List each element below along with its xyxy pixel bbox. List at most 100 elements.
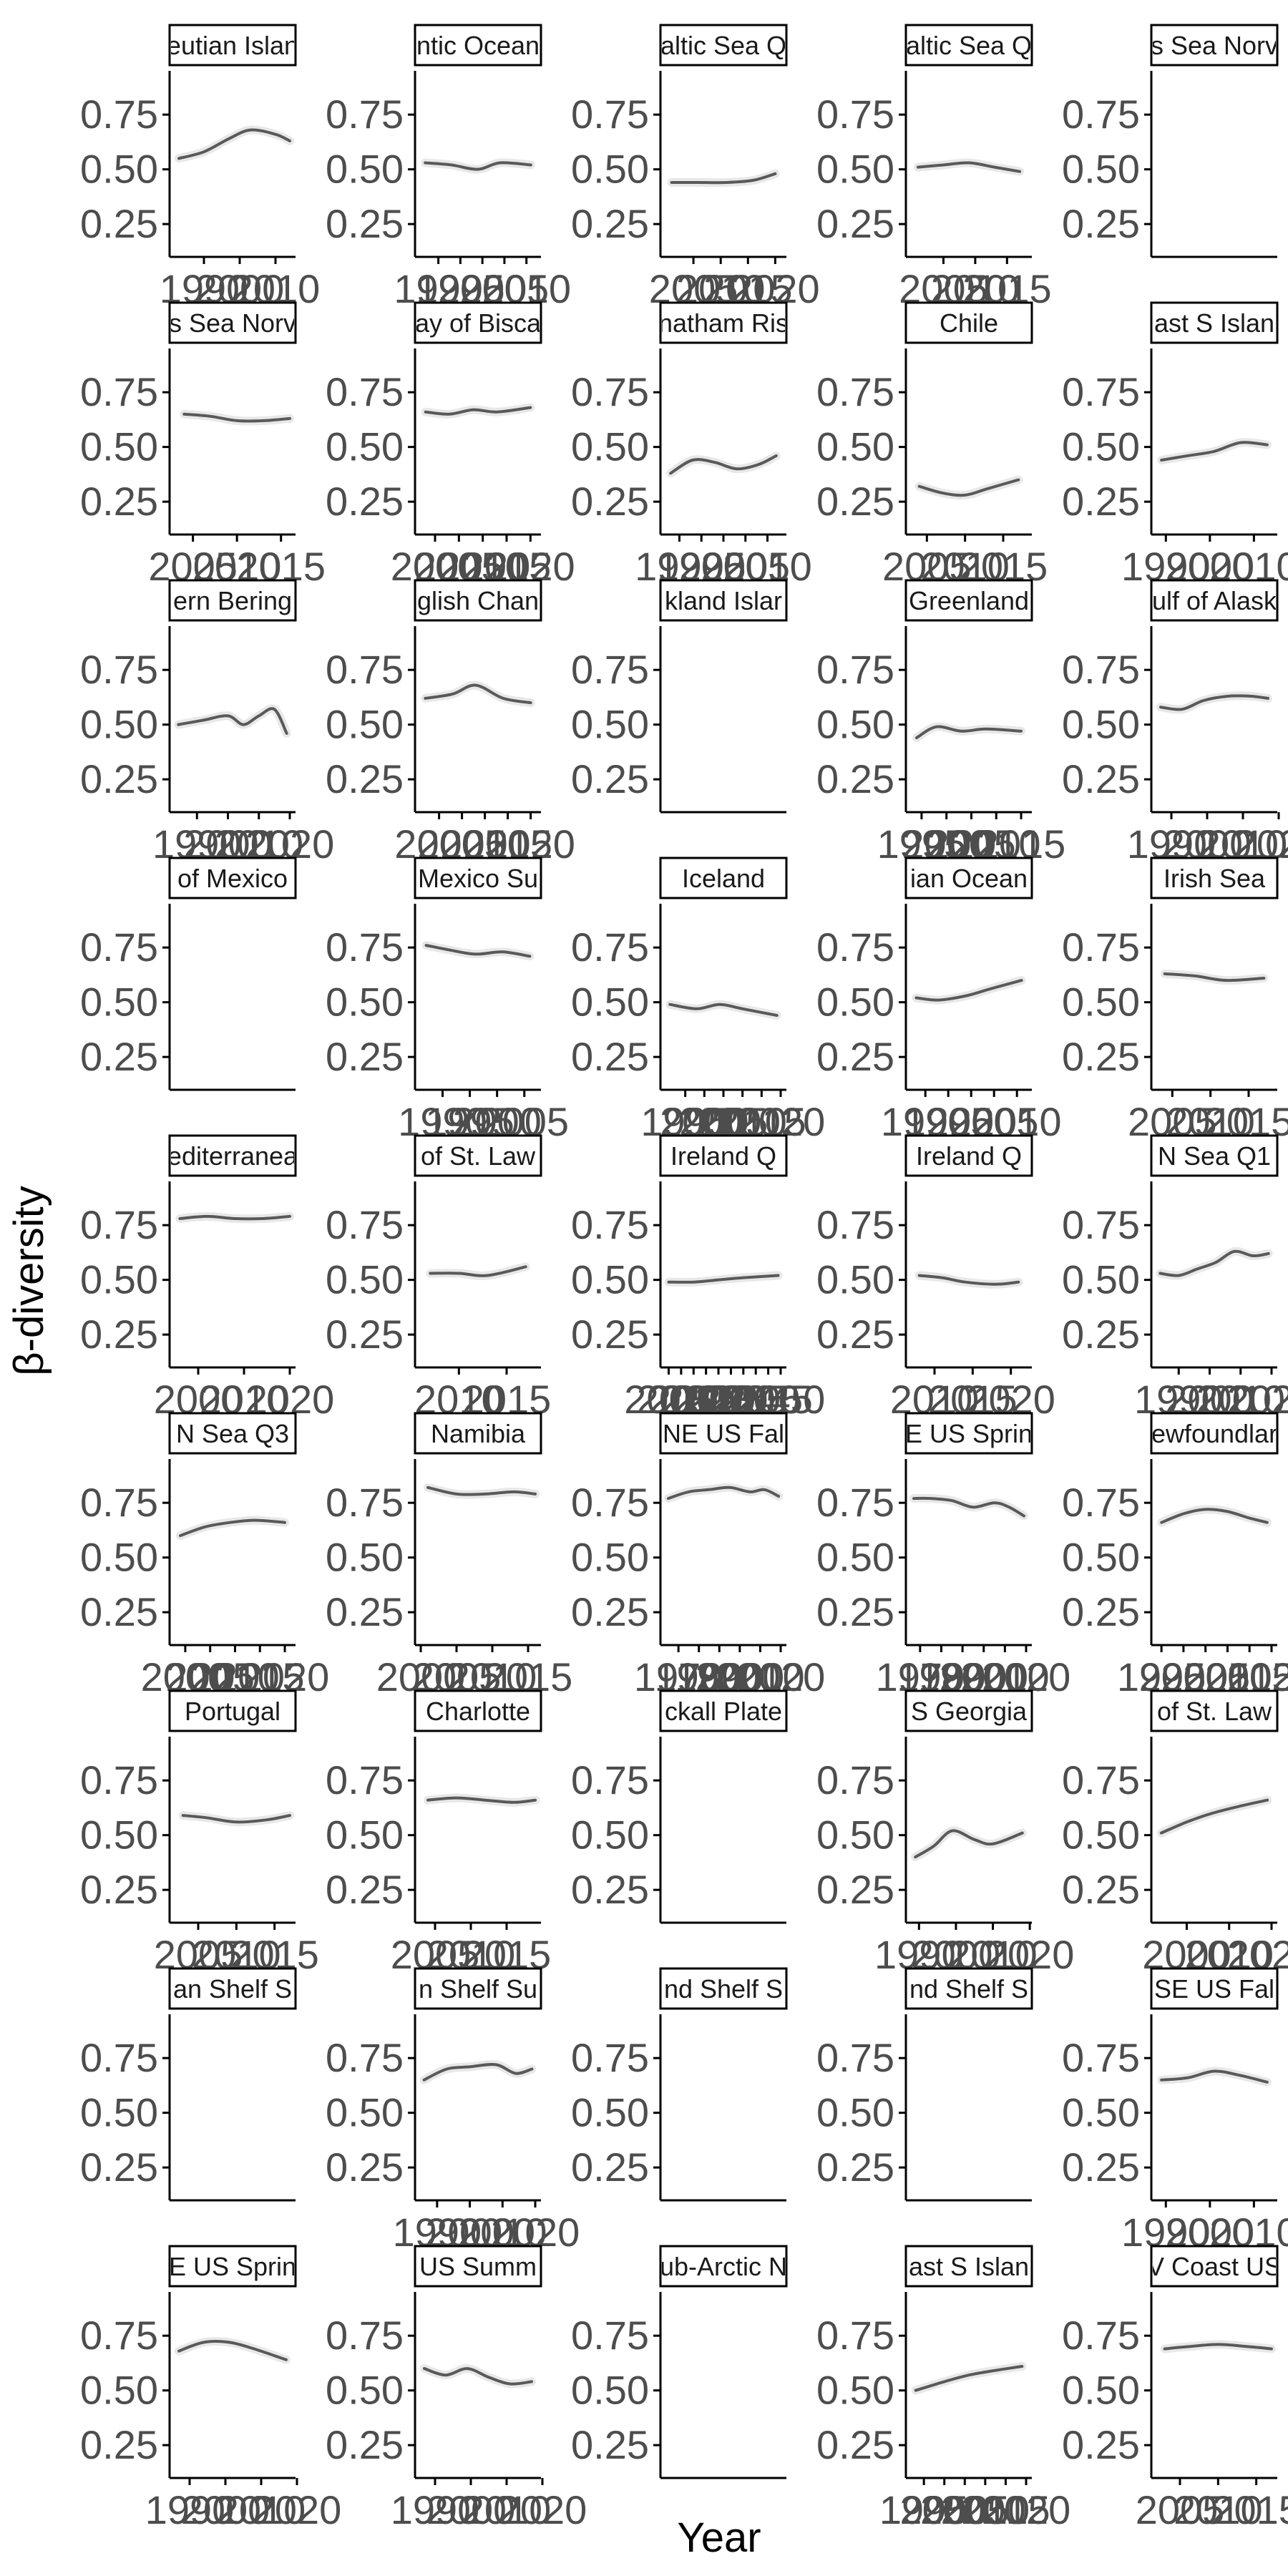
y-tick-label: 0.50	[816, 1257, 894, 1302]
y-tick-label: 0.25	[571, 2422, 649, 2467]
y-tick-label: 0.50	[816, 702, 894, 747]
y-tick-label: 0.25	[80, 756, 158, 801]
y-tick-label: 0.50	[816, 980, 894, 1025]
x-tick-label: 2020	[982, 2487, 1071, 2532]
trend-line	[424, 944, 532, 958]
trend-line	[424, 161, 532, 171]
facet-strip-label: of St. Law	[421, 1141, 536, 1171]
y-tick-label: 0.50	[1062, 1257, 1140, 1302]
y-tick-label: 0.75	[80, 647, 158, 692]
y-tick-label: 0.25	[1062, 1867, 1140, 1912]
y-tick-label: 0.50	[1062, 1535, 1140, 1580]
trend-line	[429, 1265, 527, 1277]
facet-strip	[414, 24, 542, 67]
y-tick-label: 0.50	[80, 702, 158, 747]
x-tick-label: 2000	[899, 2487, 989, 2532]
y-tick-label: 0.25	[571, 756, 649, 801]
facet-strip	[168, 2245, 297, 2288]
y-tick-label: 0.25	[571, 1312, 649, 1357]
y-tick-label: 0.50	[1062, 702, 1140, 747]
y-tick-label: 0.75	[571, 2035, 649, 2080]
facet-strip-label: s Sea Norv	[169, 308, 296, 338]
y-tick-label: 0.50	[80, 1813, 158, 1858]
trend-line	[177, 128, 291, 160]
facet-strip	[168, 1967, 297, 2010]
confidence-ribbon	[914, 475, 1023, 500]
trend-line	[914, 979, 1023, 1002]
y-tick-label: 0.50	[80, 424, 158, 469]
y-tick-label: 0.50	[1062, 2368, 1140, 2413]
facet-strip-label: glish Chan	[417, 586, 539, 615]
y-tick-label: 0.25	[80, 1034, 158, 1079]
facet-strip	[414, 579, 542, 622]
facet-strip	[1150, 2245, 1279, 2288]
x-tick-label: 1990	[391, 2487, 480, 2532]
y-tick-label: 0.25	[80, 1312, 158, 1357]
trend-line	[177, 2340, 288, 2361]
y-tick-label: 0.50	[80, 147, 158, 192]
facet-strip	[168, 1412, 297, 1455]
y-tick-label: 0.75	[1062, 1757, 1140, 1802]
facet-strip	[168, 579, 297, 622]
facet-strip	[659, 301, 788, 344]
y-tick-label: 0.25	[571, 1589, 649, 1634]
x-tick-label: 2005	[920, 2487, 1010, 2532]
facet-strip	[414, 301, 542, 344]
y-tick-label: 0.25	[326, 2145, 404, 2190]
y-tick-label: 0.50	[571, 147, 649, 192]
x-tick-label: 2020	[253, 2487, 342, 2532]
facet-strip-label: Chile	[940, 308, 998, 338]
y-tick-label: 0.25	[1062, 201, 1140, 246]
y-tick-label: 0.50	[326, 702, 404, 747]
facet-strip-label: ay of Bisca	[415, 308, 542, 338]
y-tick-label: 0.50	[80, 2368, 158, 2413]
facet-strip	[414, 2245, 542, 2288]
facet-strip-label: Ireland Q	[916, 1141, 1022, 1171]
facet-panel: natham Ris0.250.500.75199019952000200520…	[571, 301, 812, 589]
facet-strip-label: s Sea Norv	[1151, 31, 1278, 60]
trend-line	[914, 2365, 1024, 2392]
facet-strip-label: E US Sprin	[169, 2252, 296, 2281]
y-tick-label: 0.25	[80, 1867, 158, 1912]
trend-line	[1160, 2069, 1269, 2084]
facet-strip-label: nd Shelf S	[909, 1974, 1028, 2004]
trend-line	[1160, 1508, 1269, 1524]
y-tick-label: 0.25	[326, 1589, 404, 1634]
facet-strip	[904, 579, 1033, 622]
facet-strip-label: E US Sprin	[905, 1419, 1033, 1448]
y-tick-label: 0.75	[1062, 369, 1140, 414]
y-tick-label: 0.25	[326, 201, 404, 246]
y-tick-label: 0.75	[816, 1480, 894, 1525]
trend-line	[181, 1814, 291, 1824]
trend-line	[1159, 1798, 1269, 1835]
trend-line	[1163, 972, 1266, 982]
trend-line	[1159, 694, 1269, 711]
facet-strip-label: altic Sea Q	[906, 31, 1032, 60]
facet-strip-label: Namibia	[431, 1419, 526, 1448]
facet-strip	[168, 1134, 297, 1177]
y-tick-label: 0.25	[326, 2422, 404, 2467]
y-tick-label: 0.75	[816, 2035, 894, 2080]
facet-strip	[659, 579, 788, 622]
facet-strip	[414, 1134, 542, 1177]
y-tick-label: 0.50	[1062, 1813, 1140, 1858]
y-tick-label: 0.75	[1062, 1202, 1140, 1247]
y-tick-label: 0.25	[1062, 2422, 1140, 2467]
y-tick-label: 0.25	[1062, 1589, 1140, 1634]
y-tick-label: 0.50	[326, 980, 404, 1025]
y-tick-label: 0.25	[80, 2422, 158, 2467]
y-tick-label: 0.25	[816, 756, 894, 801]
y-tick-label: 0.75	[326, 1202, 404, 1247]
y-tick-label: 0.75	[80, 2313, 158, 2358]
x-tick-label: 2015	[961, 2487, 1050, 2532]
facet-strip	[414, 857, 542, 899]
y-tick-label: 0.75	[1062, 924, 1140, 970]
